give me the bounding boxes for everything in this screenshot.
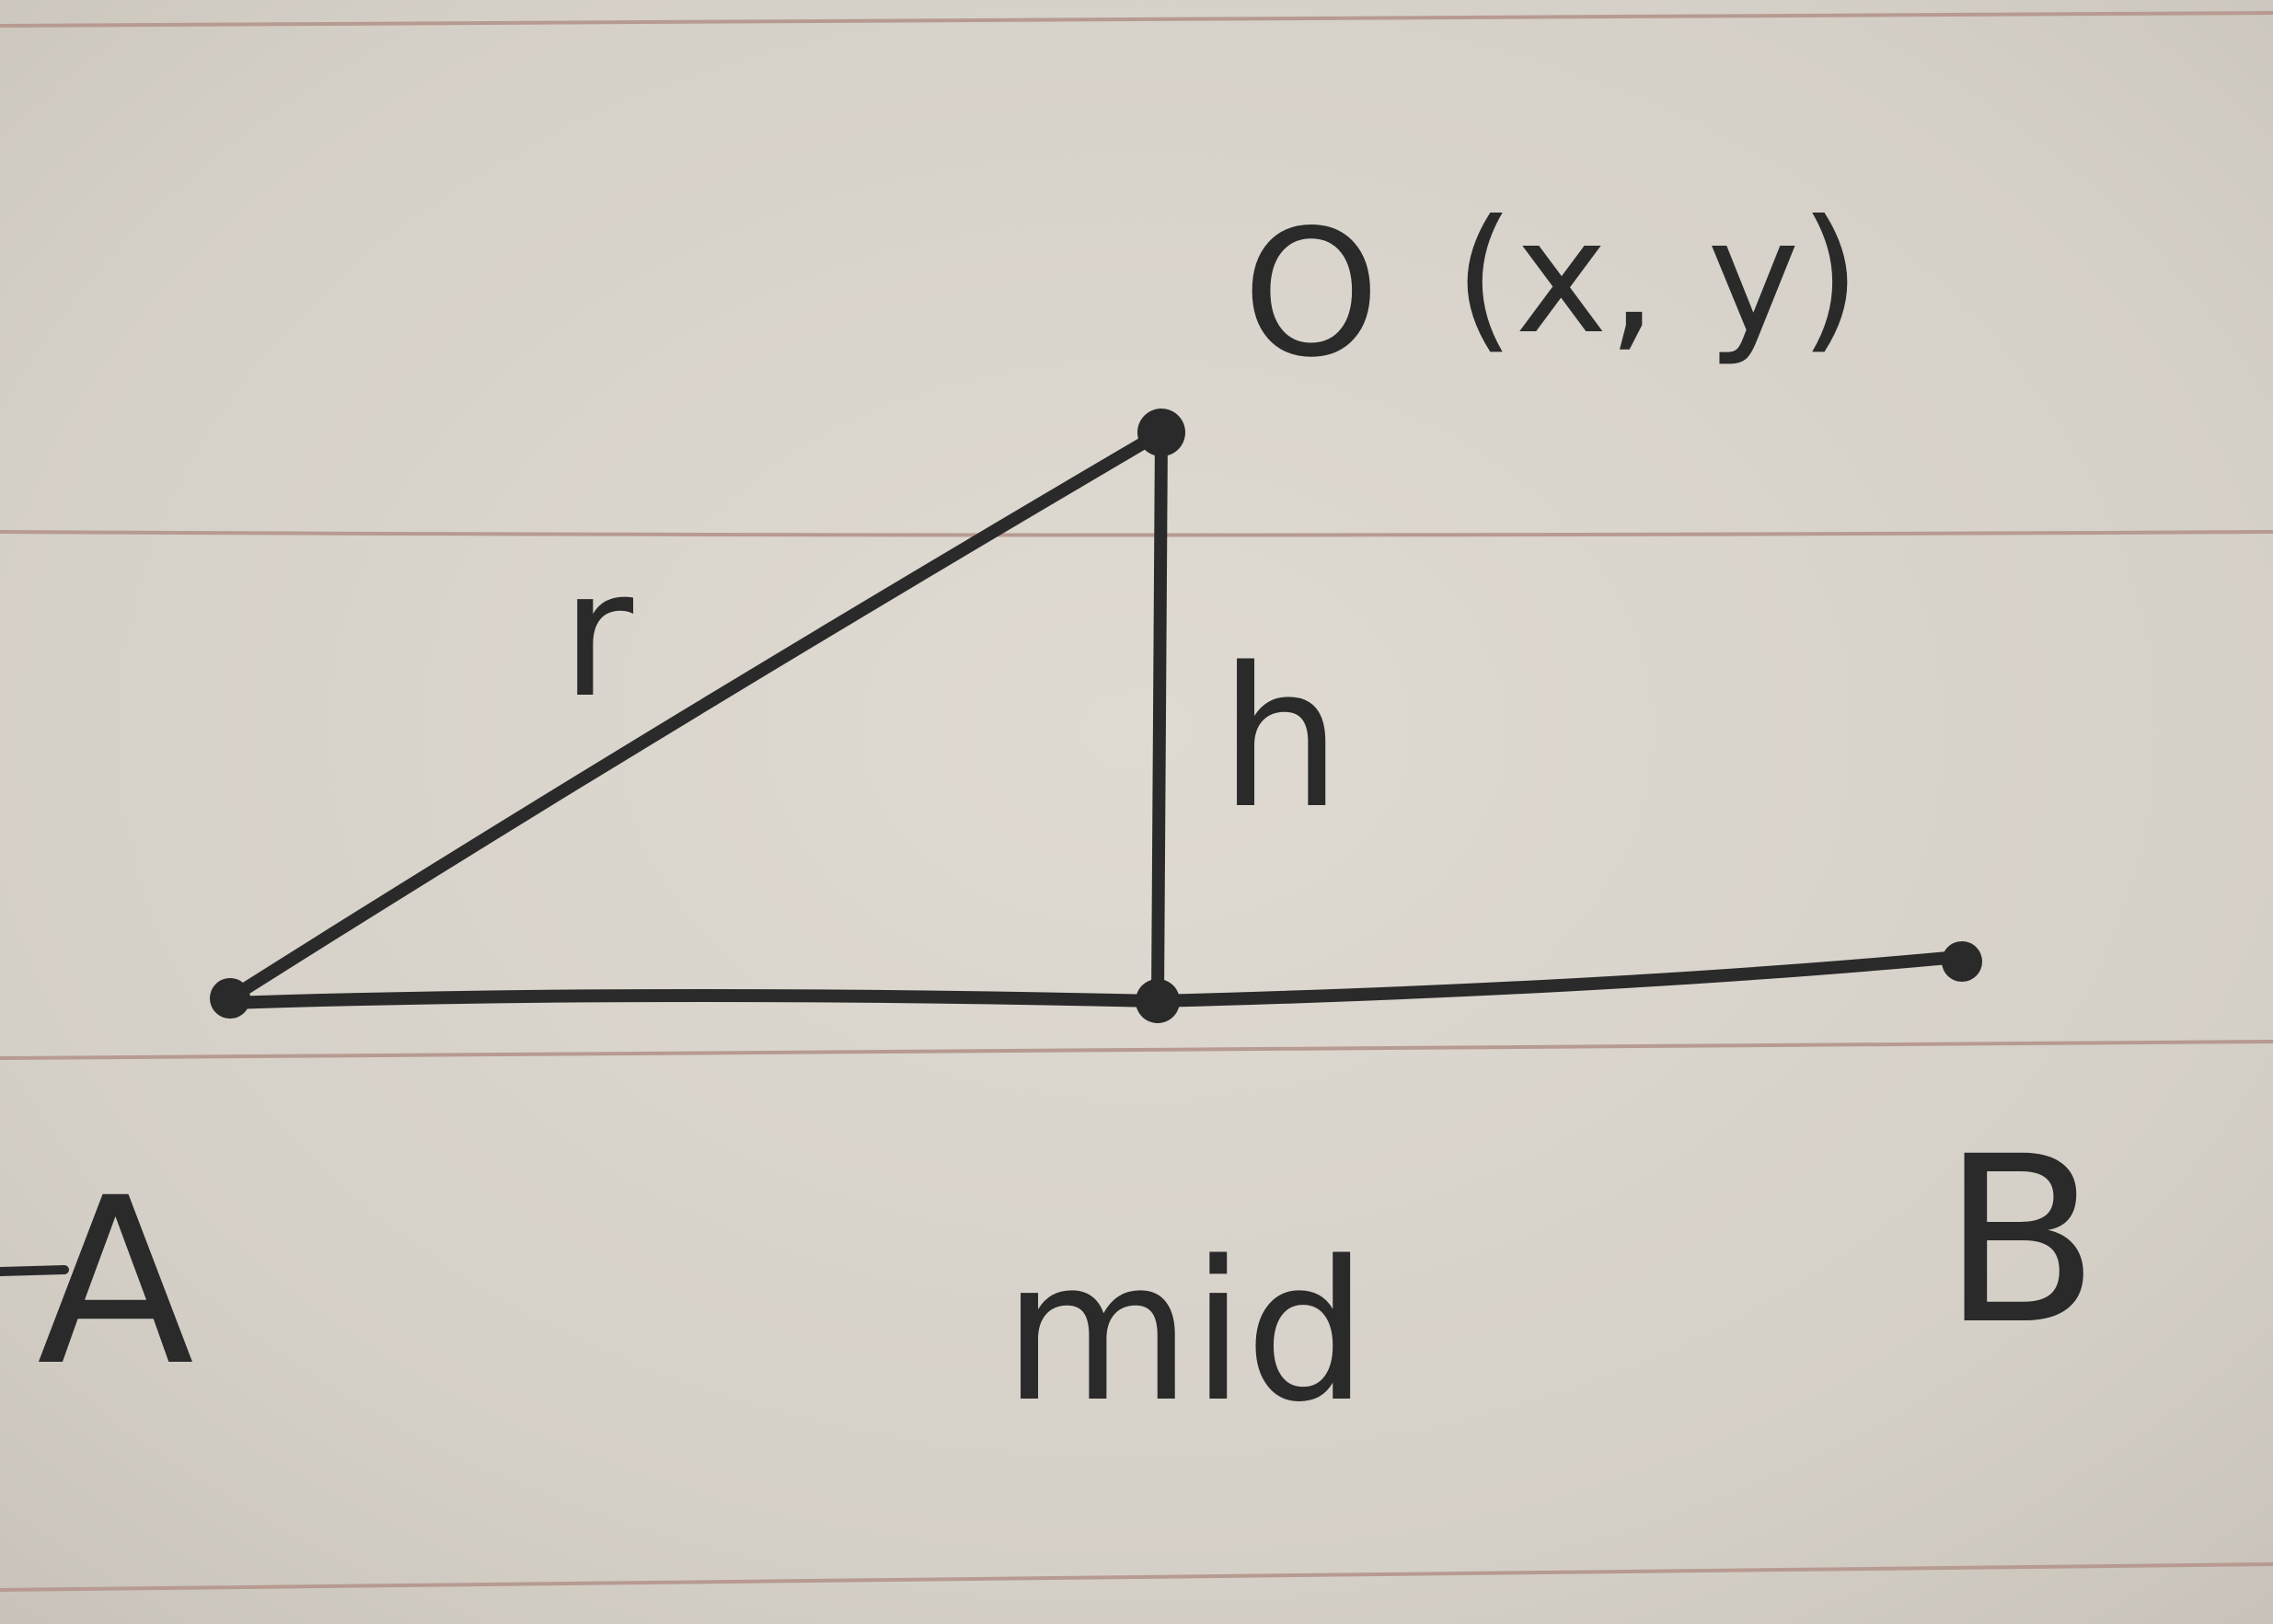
label-o: O xyxy=(1242,192,1380,396)
label-a: A xyxy=(37,1148,194,1416)
label-r: r xyxy=(561,533,634,736)
height-h xyxy=(1151,426,1168,1005)
label-mid: mid xyxy=(1003,1219,1367,1445)
dot-o xyxy=(1137,409,1185,456)
hypotenuse-r xyxy=(224,426,1168,1005)
label-b: B xyxy=(1942,1107,2100,1375)
ruled-lines xyxy=(0,11,2273,1592)
rule-line xyxy=(0,1040,2273,1060)
dot-mid xyxy=(1136,979,1180,1023)
points xyxy=(210,409,1982,1023)
label-coordinates: (x, y) xyxy=(1454,187,1861,369)
label-h: h xyxy=(1219,626,1342,851)
rule-line xyxy=(0,11,2273,28)
rule-line xyxy=(0,1562,2273,1592)
dot-b xyxy=(1942,941,1982,982)
rule-line xyxy=(0,530,2273,537)
dot-a xyxy=(210,978,250,1019)
stray-mark xyxy=(0,1265,69,1276)
